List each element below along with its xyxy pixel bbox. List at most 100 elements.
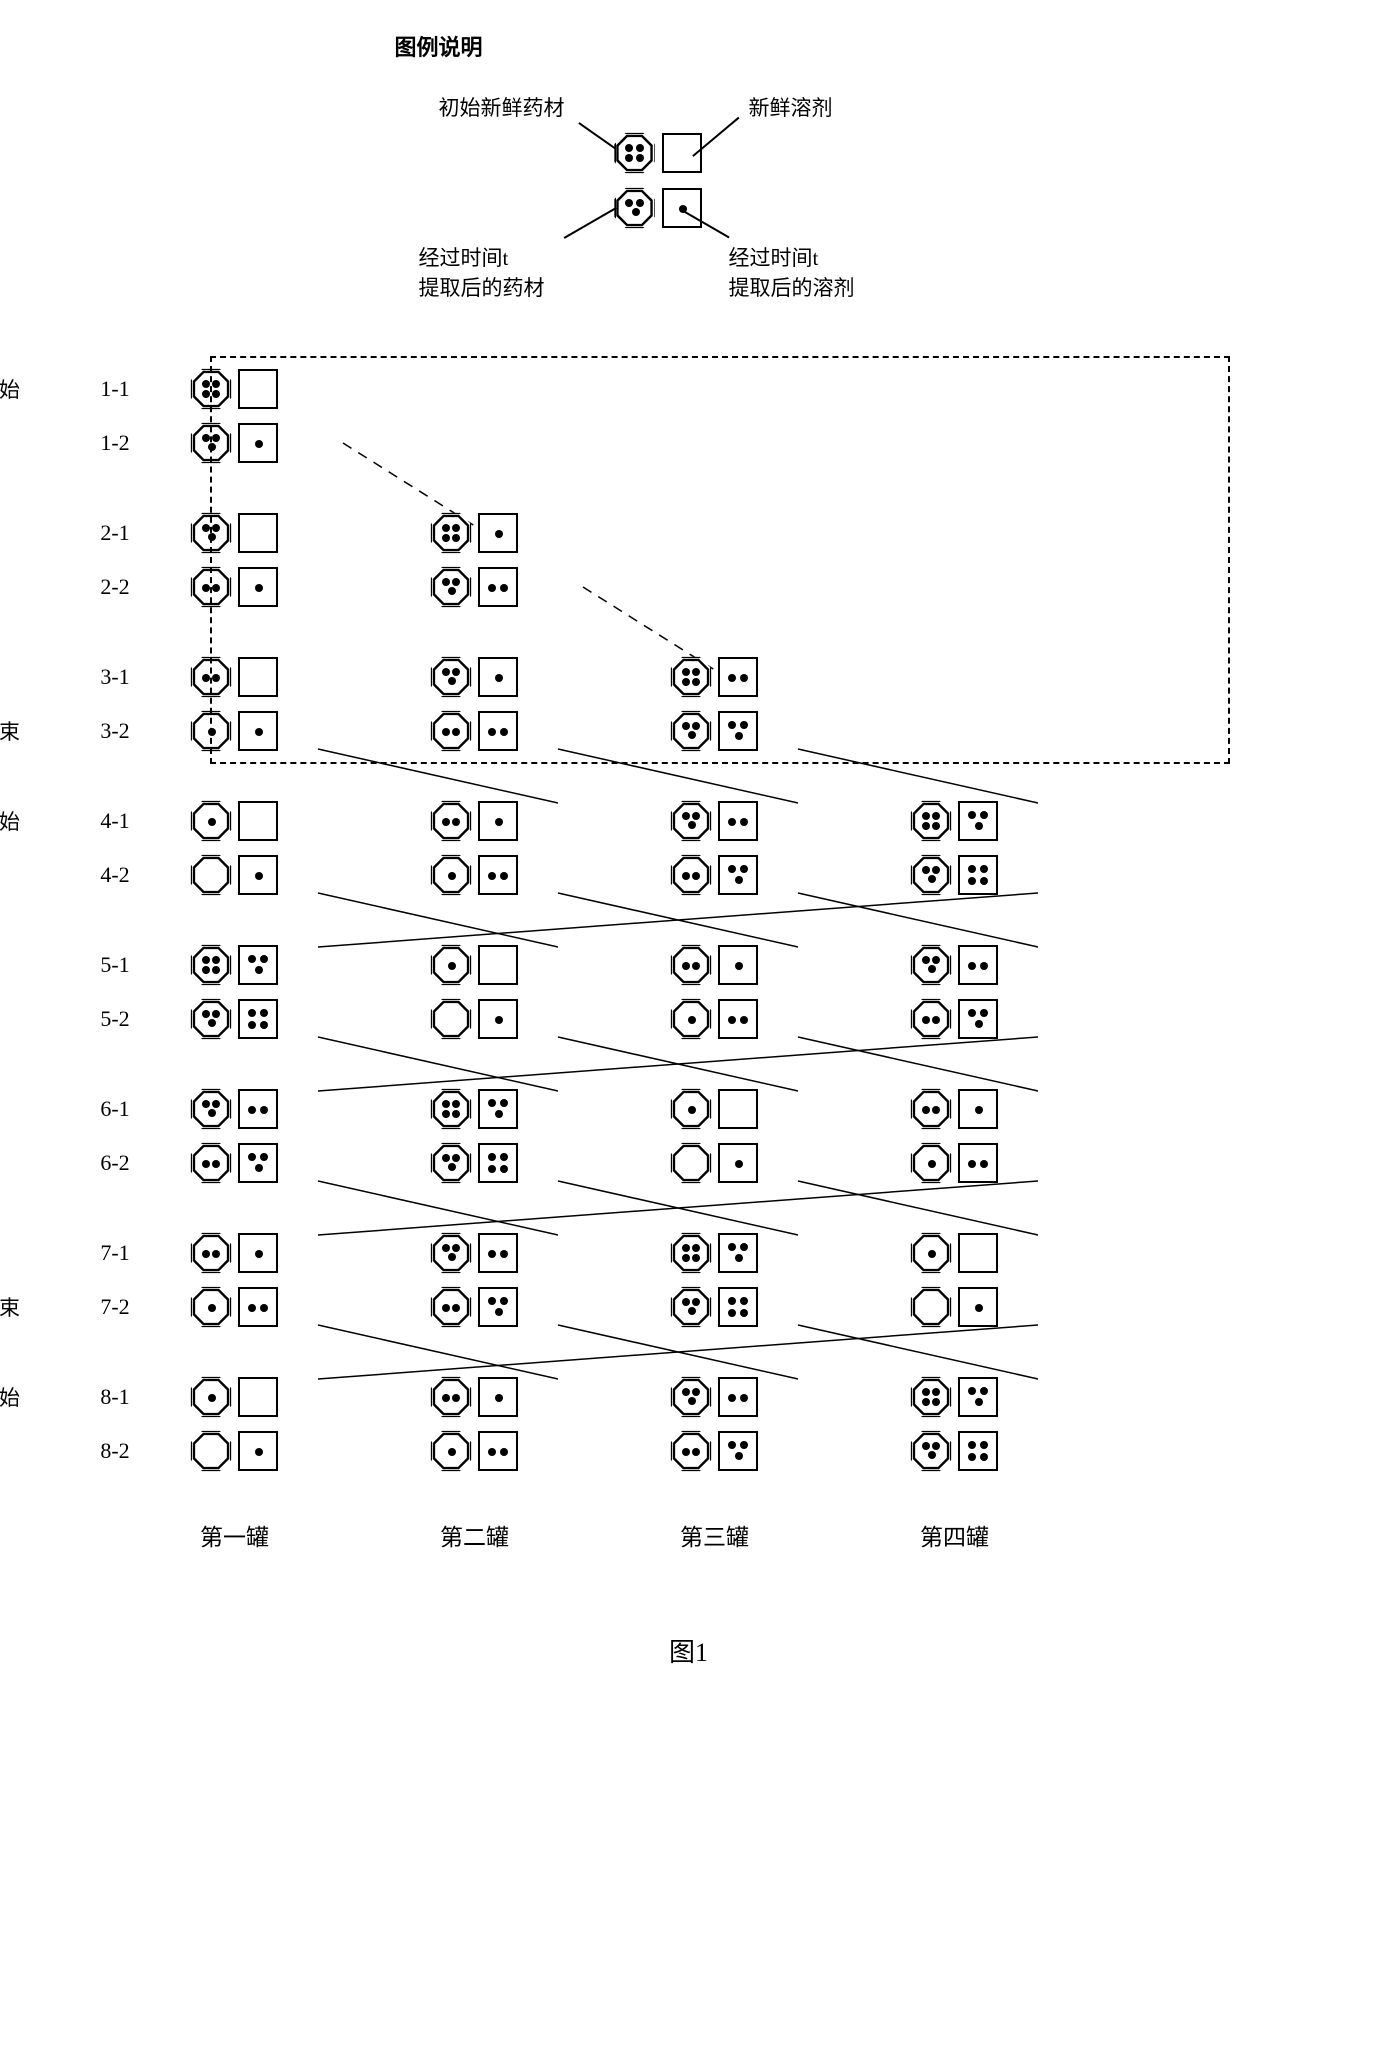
octagon-icon [190,1376,232,1418]
square-icon [718,1287,758,1327]
step-label: 2-1 [80,520,150,546]
grid-row: 5-2 [80,992,1357,1046]
square-icon [478,657,518,697]
grid-cell [430,1376,670,1418]
grid-cell [670,1430,910,1472]
octagon-icon [910,1376,952,1418]
octagon-icon [910,998,952,1040]
square-icon [718,711,758,751]
legend-after-solvent-label: 经过时间t 提取后的溶剂 [729,242,855,302]
square-icon [718,657,758,697]
grid-cell [430,854,670,896]
grid-cell [190,710,430,752]
grid-row: 新的一次提取周期开始8-1 [80,1370,1357,1424]
square-icon [238,567,278,607]
grid-row: 一次提取周期结束7-2 [80,1280,1357,1334]
grid-cell [910,1376,1150,1418]
legend-fresh-herb-label: 初始新鲜药材 [439,92,565,122]
octagon-icon [670,998,712,1040]
step-label: 8-2 [80,1438,150,1464]
octagon-icon [430,1232,472,1274]
square-icon [718,801,758,841]
grid-cell [190,854,430,896]
grid-cell [190,1088,430,1130]
octagon-icon [670,1088,712,1130]
octagon-icon [430,944,472,986]
process-grid: 造梯度开始1-11-22-12-23-1造梯度结束3-2一次提取周期开始4-14… [80,362,1357,1478]
grid-cell [910,944,1150,986]
grid-row: 6-1 [80,1082,1357,1136]
octagon-icon [670,656,712,698]
octagon-icon [430,656,472,698]
step-label: 6-2 [80,1150,150,1176]
octagon-icon [430,800,472,842]
octagon-icon [430,1088,472,1130]
grid-row: 4-2 [80,848,1357,902]
octagon-icon [430,1142,472,1184]
octagon-icon [430,1286,472,1328]
grid-row: 造梯度开始1-1 [80,362,1357,416]
square-icon [478,1233,518,1273]
square-icon [238,1143,278,1183]
square-icon [478,1143,518,1183]
grid-cell [430,1430,670,1472]
step-label: 5-1 [80,952,150,978]
grid-cell [430,998,670,1040]
square-icon [478,1287,518,1327]
step-label: 7-1 [80,1240,150,1266]
grid-cell [190,656,430,698]
square-icon [478,513,518,553]
square-icon [238,855,278,895]
grid-cell [910,854,1150,896]
side-label: 一次提取周期结束 [0,1292,20,1322]
octagon-icon [190,368,232,410]
grid-row: 7-1 [80,1226,1357,1280]
square-icon [958,1377,998,1417]
square-icon [238,1233,278,1273]
square-icon [958,1233,998,1273]
octagon-icon [430,1376,472,1418]
octagon-icon [910,1286,952,1328]
step-label: 3-2 [80,718,150,744]
octagon-icon [910,1430,952,1472]
grid-cell [910,1232,1150,1274]
square-icon [718,1233,758,1273]
octagon-icon [614,187,656,229]
step-label: 1-1 [80,376,150,402]
octagon-icon [190,710,232,752]
octagon-icon [190,1142,232,1184]
col-label-3: 第三罐 [670,1518,910,1552]
square-icon [718,1089,758,1129]
square-icon [478,855,518,895]
grid-cell [670,854,910,896]
page-title: 图例说明 [0,30,1357,62]
grid-cell [910,998,1150,1040]
grid-cell [670,998,910,1040]
legend-after-herb-label: 经过时间t 提取后的药材 [419,242,545,302]
octagon-icon [670,1376,712,1418]
grid-cell [190,422,430,464]
square-icon [238,801,278,841]
grid-row: 造梯度结束3-2 [80,704,1357,758]
square-icon [478,801,518,841]
square-icon [238,1377,278,1417]
grid-cell [430,656,670,698]
square-icon [958,1431,998,1471]
square-icon [958,801,998,841]
step-label: 4-2 [80,862,150,888]
side-label: 新的一次提取周期开始 [0,1382,20,1412]
octagon-icon [910,944,952,986]
octagon-icon [910,1142,952,1184]
col-label-4: 第四罐 [910,1518,1150,1552]
legend-pair-after [614,187,702,229]
grid-row: 1-2 [80,416,1357,470]
square-icon [478,711,518,751]
grid-cell [430,800,670,842]
grid-row: 3-1 [80,650,1357,704]
octagon-icon [430,512,472,554]
octagon-icon [190,1286,232,1328]
octagon-icon [190,566,232,608]
grid-cell [430,512,670,554]
octagon-icon [190,944,232,986]
grid-cell [190,1376,430,1418]
